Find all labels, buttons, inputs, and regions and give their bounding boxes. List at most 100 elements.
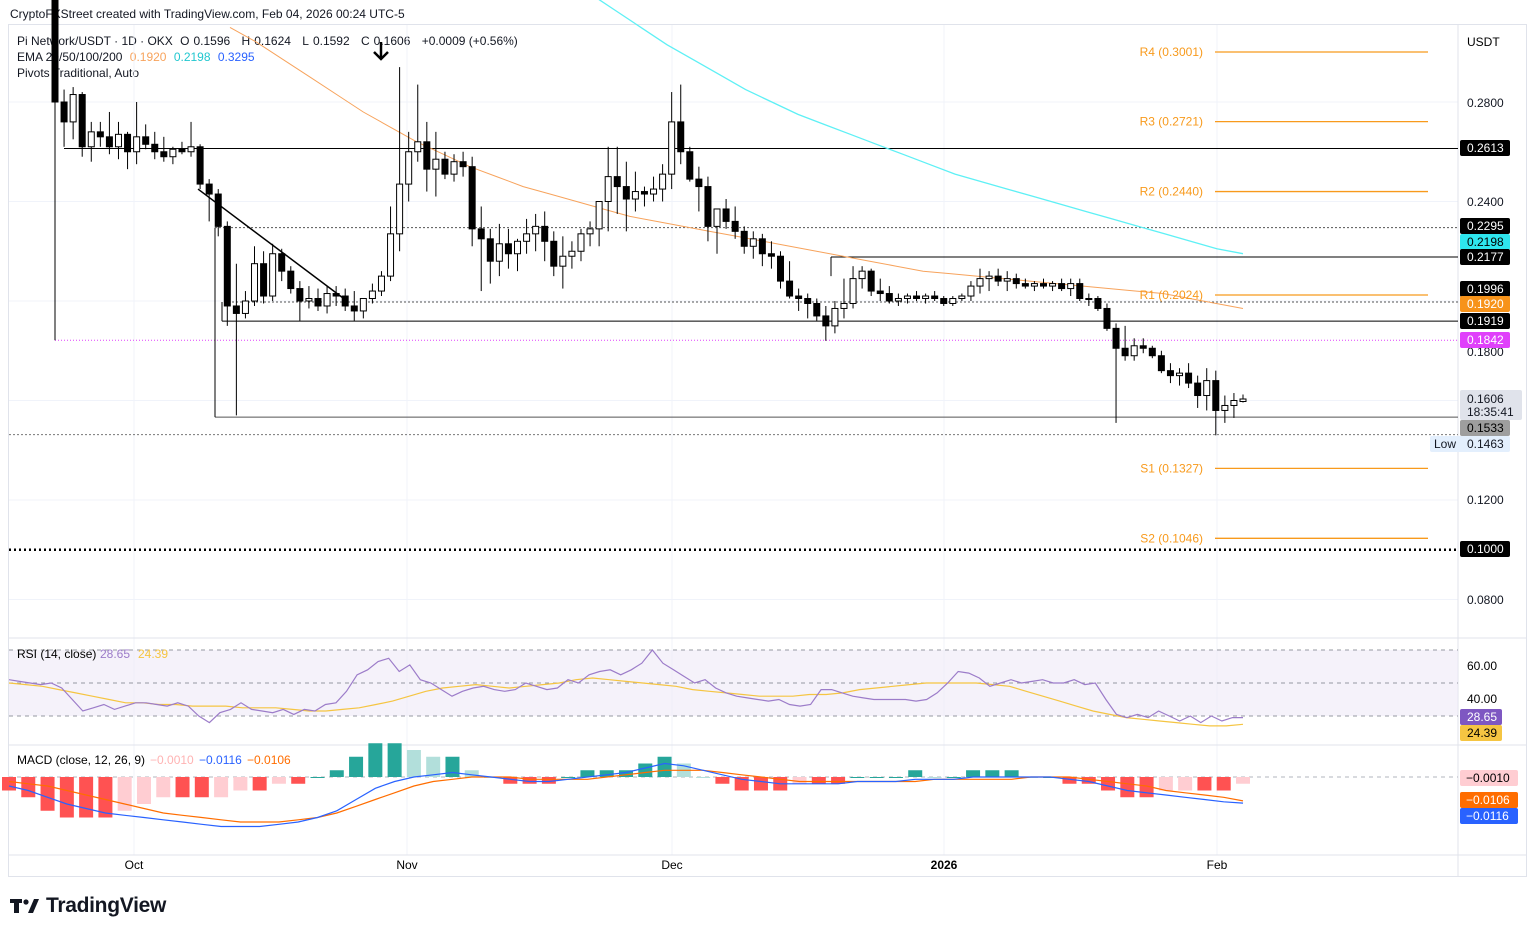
price-tag-1996: 0.1996: [1460, 281, 1510, 297]
candle: [922, 293, 930, 304]
ohlc-o: O 0.1596: [180, 34, 231, 48]
candle-body: [133, 136, 141, 153]
candle: [749, 231, 757, 259]
candle: [414, 84, 422, 162]
candle: [1130, 338, 1138, 361]
candle-body: [51, 0, 59, 103]
svg-text:Low: Low: [1434, 437, 1456, 451]
candle-body: [350, 305, 358, 312]
candle-body: [432, 158, 440, 170]
candle-body: [713, 208, 721, 227]
candle: [858, 266, 866, 289]
candle: [133, 102, 141, 165]
rsi-ma-tag: 24.39: [1460, 725, 1502, 741]
candle: [450, 154, 458, 182]
candle-body: [1039, 283, 1047, 287]
candle: [504, 228, 512, 269]
candle: [949, 296, 957, 306]
candle-body: [423, 141, 431, 170]
candle-body: [241, 300, 249, 314]
candle-body: [1076, 283, 1084, 300]
x-tick: Nov: [396, 858, 417, 872]
macd-hist-bar: [40, 777, 55, 811]
macd-hist-bar: [946, 777, 961, 778]
pivot-label: R1 (0.2024): [1140, 288, 1203, 302]
candle: [1085, 293, 1093, 306]
candle: [1103, 303, 1111, 331]
candle-body: [677, 121, 685, 153]
macd-hist-bar: [291, 777, 306, 784]
candle: [695, 166, 703, 212]
candle-body: [1058, 283, 1066, 290]
candle-body: [105, 136, 113, 148]
candle-body: [278, 253, 286, 272]
price-tag-2295: 0.2295: [1460, 218, 1510, 234]
rsi-label: RSI (14, close): [17, 647, 96, 661]
candle: [187, 121, 195, 157]
candle-body: [1212, 380, 1220, 411]
candle: [459, 151, 467, 177]
candle-body: [414, 141, 422, 153]
macd-hist-bar: [1062, 777, 1077, 784]
candle: [894, 293, 902, 306]
candle: [849, 266, 857, 309]
candle: [731, 206, 739, 239]
candle-body: [550, 240, 558, 267]
candle: [96, 121, 104, 147]
candle: [323, 286, 331, 314]
candle: [1049, 281, 1057, 292]
candle: [595, 201, 603, 247]
rsi-ma-value: 24.39: [138, 647, 168, 661]
svg-text:0.1842: 0.1842: [1467, 333, 1504, 347]
ohlc-l: L 0.1592: [302, 34, 350, 48]
candle: [305, 286, 313, 309]
candle-body: [858, 270, 866, 280]
candle-body: [740, 230, 748, 247]
candle: [613, 146, 621, 214]
candle-body: [532, 225, 540, 235]
candle: [468, 156, 476, 247]
macd-hist-bar: [271, 777, 286, 784]
tradingview-logo: TradingView: [10, 894, 166, 918]
svg-text:0.2613: 0.2613: [1467, 141, 1504, 155]
candle: [205, 179, 213, 222]
macd-line: [8, 762, 1244, 828]
svg-text:−0.0010: −0.0010: [1466, 771, 1510, 785]
candle-body: [876, 290, 884, 295]
candle: [296, 281, 304, 321]
candle: [659, 164, 667, 202]
candle-body: [305, 298, 313, 302]
candle: [269, 243, 277, 301]
arrow-down-icon: [373, 42, 389, 61]
candle: [913, 291, 921, 301]
candle-body: [795, 295, 803, 300]
macd-hist-bar: [59, 777, 74, 818]
candle: [514, 238, 522, 272]
macd-hist-bar: [175, 777, 190, 798]
macd-hist-bar: [1178, 777, 1193, 791]
candle: [958, 293, 966, 301]
candle: [550, 231, 558, 277]
svg-text:0.1533: 0.1533: [1467, 421, 1504, 435]
x-tick: Dec: [661, 858, 682, 872]
candle: [169, 146, 177, 165]
candle: [1194, 375, 1202, 408]
price-tag-1533: 0.1533: [1460, 420, 1510, 436]
pivot-label: S1 (0.1327): [1140, 461, 1203, 475]
candle: [1012, 273, 1020, 289]
candle-body: [269, 253, 277, 297]
candle-body: [749, 238, 757, 247]
pivot-label: R3 (0.2721): [1140, 115, 1203, 129]
ema-value-2: 0.2198: [173, 50, 211, 64]
candle-body: [196, 146, 204, 185]
candle: [704, 176, 712, 242]
candle: [368, 283, 376, 304]
candle-body: [867, 270, 875, 292]
candle: [885, 286, 893, 304]
candle-body: [477, 228, 485, 240]
macd-hist-bar: [1004, 770, 1019, 777]
candle: [776, 251, 784, 289]
macd-hist-bar: [233, 777, 248, 791]
candle: [69, 87, 77, 140]
